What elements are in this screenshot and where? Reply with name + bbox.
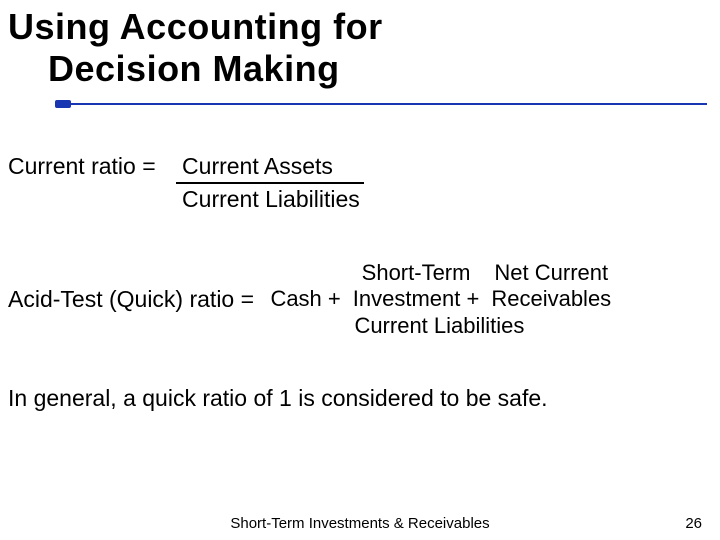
acid-test-fraction: Short-Term Net Current Cash + Investment…	[264, 260, 617, 339]
title-underline	[55, 103, 707, 105]
current-ratio-formula: Current ratio = Current Assets Current L…	[8, 153, 366, 213]
slide: Using Accounting for Decision Making Cur…	[0, 0, 720, 540]
num-bot-c3: Receivables	[485, 286, 617, 312]
num-top-c1	[264, 260, 346, 286]
num-top-c3: Net Current	[485, 260, 617, 286]
current-ratio-lhs: Current ratio =	[8, 153, 156, 180]
rule-of-thumb-note: In general, a quick ratio of 1 is consid…	[8, 385, 548, 412]
slide-title: Using Accounting for Decision Making	[8, 6, 383, 90]
title-line-2: Decision Making	[8, 48, 383, 90]
current-ratio-bar	[176, 182, 364, 184]
acid-test-lhs: Acid-Test (Quick) ratio =	[8, 260, 254, 313]
underline-line	[55, 103, 707, 105]
page-number: 26	[685, 515, 702, 532]
current-ratio-numerator: Current Assets	[176, 153, 366, 180]
current-ratio-fraction: Current Assets Current Liabilities	[176, 153, 366, 213]
acid-test-denominator: Current Liabilities	[354, 313, 524, 338]
acid-test-formula: Acid-Test (Quick) ratio = Short-Term Net…	[8, 260, 617, 339]
acid-test-numerator: Short-Term Net Current Cash + Investment…	[264, 260, 617, 312]
footer-title: Short-Term Investments & Receivables	[0, 515, 720, 532]
num-bot-c2: Investment +	[347, 286, 486, 312]
num-bot-c1: Cash +	[264, 286, 346, 312]
current-ratio-denominator: Current Liabilities	[176, 186, 366, 213]
title-line-1: Using Accounting for	[8, 6, 383, 48]
underline-nub	[55, 100, 71, 108]
num-top-c2: Short-Term	[347, 260, 486, 286]
